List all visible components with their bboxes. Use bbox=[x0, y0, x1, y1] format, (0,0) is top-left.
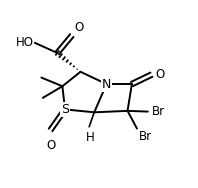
Text: H: H bbox=[86, 131, 95, 144]
Text: HO: HO bbox=[15, 36, 33, 49]
Text: O: O bbox=[46, 139, 55, 152]
Text: S: S bbox=[61, 103, 69, 116]
Text: Br: Br bbox=[139, 130, 152, 143]
Text: O: O bbox=[75, 21, 84, 34]
Text: O: O bbox=[156, 68, 165, 81]
Text: N: N bbox=[102, 78, 111, 91]
Text: Br: Br bbox=[151, 105, 165, 118]
